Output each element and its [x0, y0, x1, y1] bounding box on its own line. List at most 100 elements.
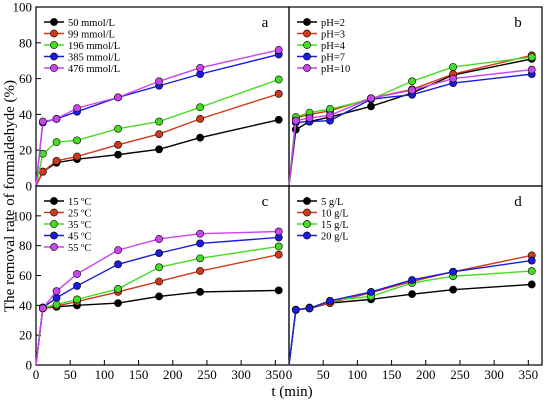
legend-label: 25 ºC — [68, 208, 91, 219]
x-tick-label: 250 — [450, 367, 470, 382]
legend-marker — [50, 64, 58, 72]
y-tick-label: 100 — [13, 0, 33, 15]
y-tick-label: 0 — [26, 179, 33, 194]
y-tick-label: 60 — [19, 71, 32, 86]
legend-label: 15 ºC — [68, 197, 91, 208]
y-tick-label: 20 — [19, 328, 32, 343]
data-point — [196, 114, 205, 123]
x-tick-label: 350 — [266, 367, 286, 382]
legend-marker — [303, 52, 311, 61]
data-point — [326, 111, 334, 120]
x-tick-label: 200 — [416, 367, 436, 382]
data-point — [196, 63, 205, 72]
panel-label: d — [514, 194, 522, 210]
data-point — [291, 116, 300, 125]
legend-label: 385 mmol/L — [68, 52, 120, 63]
legend-marker — [303, 208, 311, 217]
data-point — [73, 104, 81, 113]
data-point — [155, 277, 163, 286]
data-point — [155, 145, 163, 154]
data-point — [274, 46, 283, 54]
data-point — [408, 86, 416, 95]
data-point — [527, 256, 536, 265]
data-point — [449, 285, 458, 294]
data-point — [527, 280, 536, 289]
x-tick-label: 150 — [382, 367, 402, 382]
data-point — [114, 93, 122, 102]
legend-marker — [50, 29, 58, 38]
data-point — [73, 295, 81, 304]
legend-label: 35 ºC — [68, 220, 91, 231]
data-point — [449, 74, 458, 83]
legend-marker — [303, 41, 311, 49]
data-point — [291, 305, 300, 314]
data-point — [527, 65, 536, 74]
legend-label: pH=2 — [321, 18, 345, 29]
y-tick-label: 80 — [19, 238, 32, 253]
series-line — [35, 289, 279, 366]
data-point — [155, 235, 163, 243]
data-point — [73, 136, 81, 145]
legend-marker — [303, 220, 311, 228]
series-line — [35, 119, 279, 187]
data-point — [367, 102, 375, 111]
series-476-mmol-l — [35, 46, 283, 187]
data-point — [274, 89, 283, 98]
y-tick-label: 40 — [19, 298, 32, 313]
y-tick-label: 100 — [13, 208, 33, 223]
legend-label: 20 g/L — [321, 231, 349, 242]
y-tick-label: 60 — [19, 268, 32, 283]
data-point — [114, 260, 122, 269]
legend-label: pH=7 — [321, 52, 345, 63]
data-point — [73, 270, 81, 278]
panel-label: c — [262, 194, 269, 210]
series-99-mmol-l — [35, 89, 283, 187]
data-point — [305, 114, 314, 122]
data-point — [527, 267, 536, 275]
legend-marker — [50, 52, 58, 61]
panel-label: b — [514, 15, 522, 31]
data-point — [449, 267, 458, 276]
legend-label: 196 mmol/L — [68, 41, 120, 52]
data-point — [155, 292, 163, 301]
data-point — [155, 263, 163, 272]
data-point — [38, 117, 47, 126]
data-point — [114, 140, 122, 149]
legend-label: 45 ºC — [68, 231, 91, 242]
legend-marker — [303, 231, 311, 240]
legend-marker — [50, 197, 58, 205]
legend-marker — [50, 243, 58, 251]
series-ph-10 — [288, 65, 536, 187]
series-line — [288, 254, 532, 366]
data-point — [155, 77, 163, 86]
legend-marker — [303, 29, 311, 38]
data-point — [52, 287, 61, 296]
panel-b: b pH=2pH=3pH=4pH=7pH=10 — [288, 6, 543, 187]
data-point — [52, 114, 61, 123]
data-point — [305, 304, 314, 313]
series-10-g-l — [288, 251, 536, 366]
panel-c: 0 20 40 60 80 100 0 50 100 150 200 250 300 350 c 15 ºC2… — [13, 185, 290, 382]
data-point — [274, 75, 283, 84]
panel-frame — [288, 185, 543, 366]
x-tick-label: 100 — [95, 367, 115, 382]
data-point — [38, 304, 47, 313]
y-axis-title: The removal rate of formaldehyde (%) — [2, 80, 18, 312]
legend-marker — [303, 18, 311, 26]
data-point — [274, 242, 283, 251]
legend-marker — [50, 208, 58, 217]
legend-label: 15 g/L — [321, 220, 349, 231]
data-point — [274, 250, 283, 259]
data-point — [52, 300, 61, 309]
legend-label: 10 g/L — [321, 208, 349, 219]
y-tick-label: 0 — [26, 358, 33, 373]
data-point — [155, 130, 163, 138]
x-tick-label: 150 — [129, 367, 149, 382]
data-point — [196, 288, 205, 296]
series-50-mmol-l — [35, 115, 283, 187]
data-point — [408, 290, 416, 299]
y-tick-label: 40 — [19, 107, 32, 122]
series-line — [288, 259, 532, 366]
